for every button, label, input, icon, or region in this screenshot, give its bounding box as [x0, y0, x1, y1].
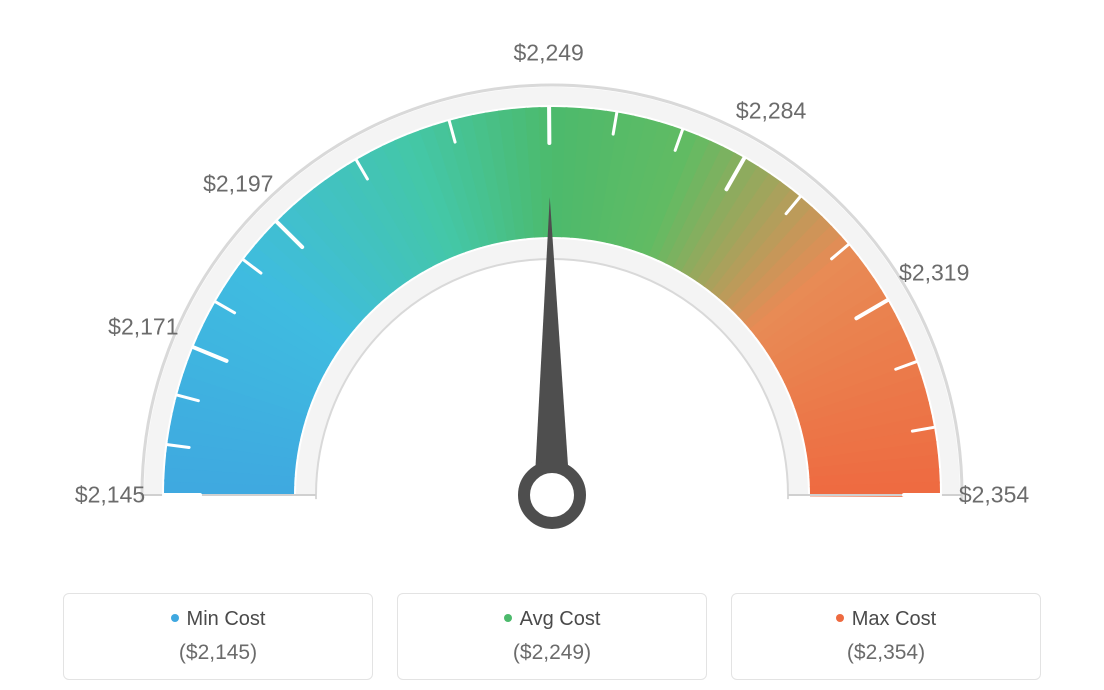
legend-title: Avg Cost: [408, 608, 696, 631]
gauge-tick-label: $2,284: [736, 98, 806, 125]
legend-dot-min: [171, 614, 179, 622]
gauge-tick-label: $2,249: [513, 40, 583, 67]
legend-value-avg: ($2,249): [408, 641, 696, 665]
legend-title: Min Cost: [74, 608, 362, 631]
legend-title: Max Cost: [742, 608, 1030, 631]
gauge-tick-label: $2,197: [203, 170, 273, 197]
legend-title-text: Avg Cost: [520, 608, 601, 630]
legend-title-text: Min Cost: [187, 608, 266, 630]
gauge-tick-label: $2,145: [75, 482, 145, 509]
legend-value-min: ($2,145): [74, 641, 362, 665]
gauge-tick-label: $2,319: [899, 260, 969, 287]
legend-row: Min Cost ($2,145) Avg Cost ($2,249) Max …: [0, 593, 1104, 680]
legend-card-avg: Avg Cost ($2,249): [397, 593, 707, 680]
legend-value-max: ($2,354): [742, 641, 1030, 665]
gauge-tick-label: $2,171: [108, 313, 178, 340]
legend-dot-avg: [504, 614, 512, 622]
legend-card-min: Min Cost ($2,145): [63, 593, 373, 680]
gauge-tick-label: $2,354: [959, 482, 1029, 509]
legend-title-text: Max Cost: [852, 608, 936, 630]
gauge-chart: $2,145 $2,171 $2,197 $2,249 $2,284 $2,319 $2,3…: [0, 0, 1104, 560]
legend-dot-max: [836, 614, 844, 622]
legend-card-max: Max Cost ($2,354): [731, 593, 1041, 680]
